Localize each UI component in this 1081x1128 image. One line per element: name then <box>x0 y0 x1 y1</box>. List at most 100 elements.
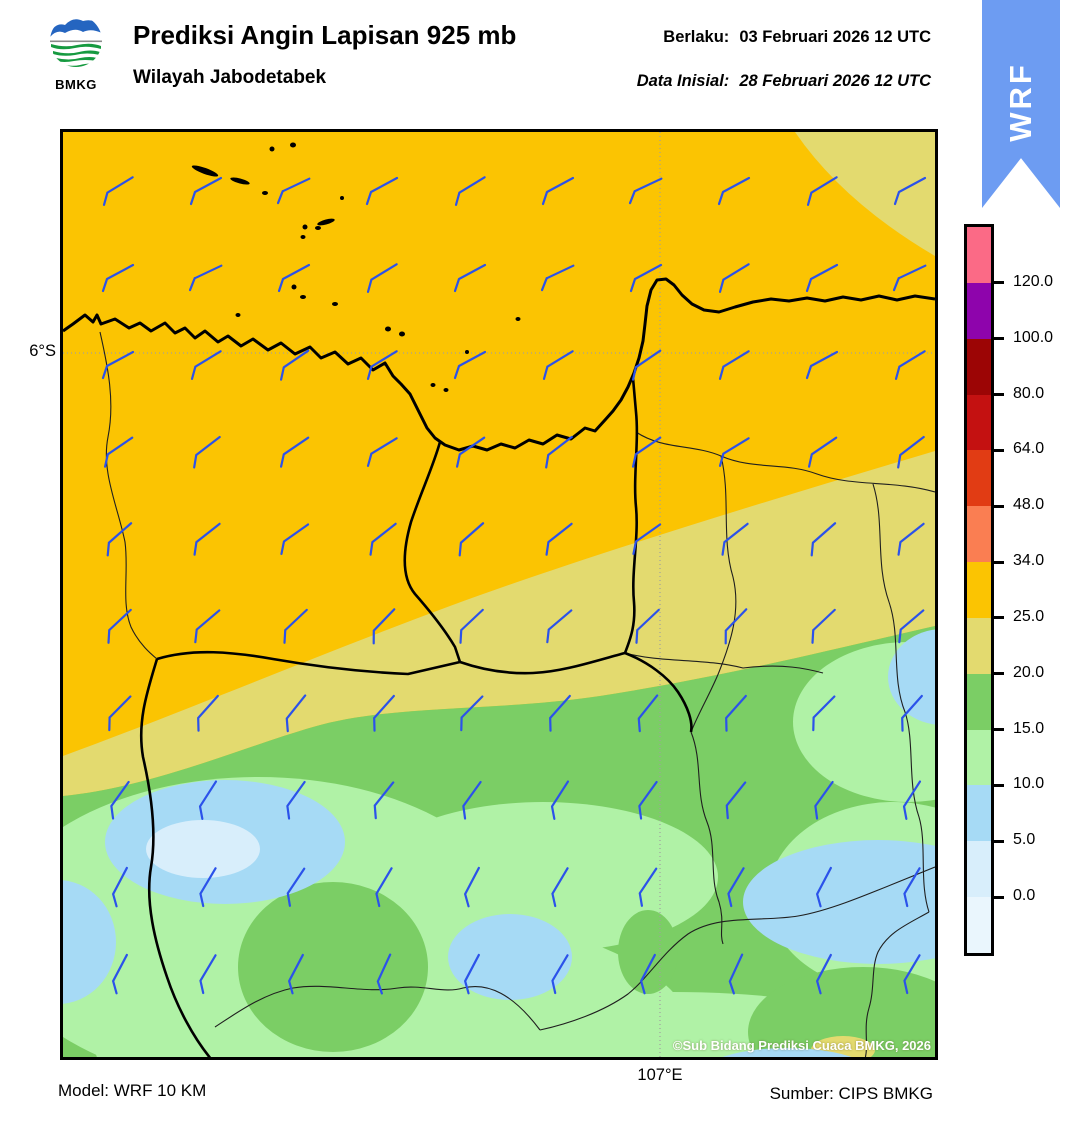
colorbar-tick-label: 34.0 <box>1013 552 1045 570</box>
wind-barb <box>454 176 486 206</box>
wind-barb <box>901 694 923 732</box>
wind-barb <box>285 694 307 733</box>
wind-barb <box>814 780 834 820</box>
colorbar-tick-label: 48.0 <box>1013 496 1045 514</box>
colorbar-tick-label: 120.0 <box>1013 272 1054 290</box>
wind-barb <box>280 523 310 556</box>
wind-barb <box>198 780 218 820</box>
fill-khaki-band <box>63 451 935 796</box>
wind-barb <box>725 694 747 732</box>
wind-barb <box>551 954 569 995</box>
island <box>230 177 250 185</box>
island <box>269 146 275 152</box>
map-panel: ©Sub Bidang Prediksi Cuaca BMKG, 2026 <box>60 129 938 1060</box>
colorbar-tick <box>994 281 1004 285</box>
wind-barb <box>816 866 832 908</box>
wind-barb <box>365 176 399 206</box>
wind-barb <box>193 435 221 469</box>
wind-barb <box>903 867 921 908</box>
wind-barb <box>279 349 310 381</box>
footer-source-label: Sumber: CIPS BMKG <box>769 1084 933 1103</box>
admin-boundaries-thin <box>99 331 935 1057</box>
colorbar-tick-label: 80.0 <box>1013 384 1045 402</box>
wind-barb <box>286 780 306 820</box>
bmkg-logo-text: BMKG <box>55 77 97 92</box>
island <box>340 196 344 200</box>
wind-barb <box>816 953 832 995</box>
wind-barb <box>727 867 745 908</box>
wind-barb <box>366 350 398 380</box>
jakarta-border-west <box>403 441 462 663</box>
colorbar-tick <box>994 393 1004 397</box>
wind-barb <box>462 780 482 820</box>
wind-barb <box>458 522 485 557</box>
island <box>302 224 308 230</box>
wind-barb <box>101 263 135 293</box>
wind-barb <box>805 263 839 293</box>
jakarta-border-east <box>623 377 639 654</box>
wind-barb <box>632 523 662 556</box>
colorbar-segment-10 <box>967 785 991 842</box>
wind-barb <box>551 867 569 908</box>
island <box>399 331 405 337</box>
wind-barb <box>108 695 132 732</box>
wind-barb <box>199 867 217 908</box>
colorbar-segment-2 <box>967 338 991 395</box>
wind-barb <box>286 867 306 907</box>
colorbar-segment-1 <box>967 282 991 339</box>
wind-barb <box>101 350 135 380</box>
colorbar-tick-label: 64.0 <box>1013 440 1045 458</box>
colorbar <box>964 224 994 956</box>
fill-khaki-corner <box>795 132 935 256</box>
island <box>315 226 321 230</box>
wind-barb <box>369 522 397 556</box>
wind-barb <box>724 608 748 645</box>
wind-barb <box>283 608 308 644</box>
wrf-ribbon: WRF <box>982 0 1060 208</box>
wind-barb <box>897 522 925 556</box>
island <box>443 388 449 392</box>
wind-barb <box>638 867 658 907</box>
wrf-ribbon-label: WRF <box>1003 62 1038 142</box>
wind-barb <box>807 436 838 468</box>
map-svg <box>63 132 935 1057</box>
wind-barb <box>898 609 925 644</box>
wind-barb <box>464 953 480 995</box>
colorbar-segment-7 <box>967 617 991 674</box>
bmkg-logo: BMKG <box>46 14 106 92</box>
colorbar-segment-0 <box>967 227 991 283</box>
wind-barb <box>540 264 575 292</box>
wind-barb <box>188 264 223 292</box>
wind-barb <box>106 522 133 557</box>
island <box>465 350 469 354</box>
wind-barb <box>635 608 660 644</box>
wind-barb <box>549 694 571 732</box>
wind-barb <box>718 437 750 467</box>
colorbar-tick <box>994 672 1004 676</box>
init-time-value: 28 Februari 2026 12 UTC <box>739 72 931 90</box>
wind-barb <box>629 263 663 293</box>
valid-time-line: Berlaku: 03 Februari 2026 12 UTC <box>663 28 931 47</box>
wind-barb <box>193 522 221 556</box>
island <box>262 191 268 195</box>
page-subtitle: Wilayah Jabodetabek <box>133 67 327 88</box>
wind-barb <box>894 350 926 380</box>
island <box>515 317 521 321</box>
colorbar-tick <box>994 448 1004 452</box>
wind-barb <box>542 350 574 380</box>
colorbar-tick-label: 0.0 <box>1013 887 1036 905</box>
init-time-line: Data Inisial: 28 Februari 2026 12 UTC <box>637 72 931 91</box>
colorbar-tick-label: 100.0 <box>1013 328 1054 346</box>
wind-barb <box>459 608 484 644</box>
colorbar-tick <box>994 337 1004 341</box>
wind-barb <box>718 350 750 380</box>
colorbar-segment-11 <box>967 841 991 898</box>
lat-axis-label: 6°S <box>29 342 56 360</box>
colorbar-segment-9 <box>967 729 991 786</box>
wind-barb <box>199 954 217 995</box>
island <box>385 326 391 332</box>
wind-barb <box>897 435 925 469</box>
colorbar-tick <box>994 895 1004 899</box>
province-border-southeast <box>624 651 693 733</box>
wind-barb <box>546 609 573 644</box>
